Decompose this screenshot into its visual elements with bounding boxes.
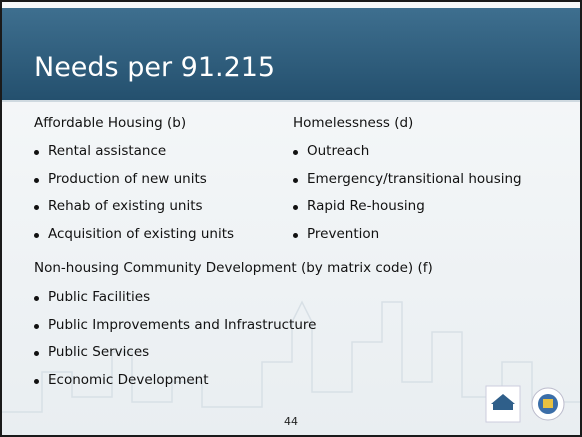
list-item-text: Public Services bbox=[48, 344, 149, 360]
section-heading-text: Non-housing Community Development (by ma… bbox=[34, 260, 433, 276]
list-item-text: Public Facilities bbox=[48, 289, 150, 305]
list-item-text: Production of new units bbox=[48, 171, 207, 187]
bullet bbox=[293, 150, 298, 155]
column-heading: Affordable Housing (b) bbox=[34, 115, 186, 131]
list-item: Acquisition of existing units bbox=[34, 226, 234, 242]
list-item-text: Prevention bbox=[307, 226, 379, 242]
bullet bbox=[34, 233, 39, 238]
slide: Needs per 91.215 Affordable Housing (b) R… bbox=[0, 0, 582, 437]
list-item-text: Rehab of existing units bbox=[48, 198, 203, 214]
list-item: Emergency/transitional housing bbox=[293, 171, 522, 187]
column-heading-text: Affordable Housing (b) bbox=[34, 115, 186, 131]
page-number: 44 bbox=[284, 415, 298, 428]
list-item: Rapid Re-housing bbox=[293, 198, 425, 214]
list-item: Economic Development bbox=[34, 372, 209, 388]
list-item-text: Rapid Re-housing bbox=[307, 198, 425, 214]
bullet bbox=[293, 233, 298, 238]
slide-title: Needs per 91.215 bbox=[34, 52, 275, 83]
title-bar: Needs per 91.215 bbox=[2, 8, 580, 102]
list-item: Rehab of existing units bbox=[34, 198, 203, 214]
bullet bbox=[34, 324, 39, 329]
bullet bbox=[34, 351, 39, 356]
list-item-text: Economic Development bbox=[48, 372, 209, 388]
bullet bbox=[34, 379, 39, 384]
column-heading: Homelessness (d) bbox=[293, 115, 413, 131]
list-item: Outreach bbox=[293, 143, 369, 159]
list-item: Production of new units bbox=[34, 171, 207, 187]
list-item-text: Acquisition of existing units bbox=[48, 226, 234, 242]
list-item-text: Outreach bbox=[307, 143, 369, 159]
list-item: Public Facilities bbox=[34, 289, 150, 305]
list-item: Public Improvements and Infrastructure bbox=[34, 317, 316, 333]
bullet bbox=[34, 296, 39, 301]
bullet bbox=[34, 178, 39, 183]
column-heading-text: Homelessness (d) bbox=[293, 115, 413, 131]
list-item: Prevention bbox=[293, 226, 379, 242]
section-heading: Non-housing Community Development (by ma… bbox=[34, 260, 433, 276]
bullet bbox=[34, 150, 39, 155]
bullet bbox=[34, 205, 39, 210]
list-item-text: Public Improvements and Infrastructure bbox=[48, 317, 316, 333]
list-item-text: Emergency/transitional housing bbox=[307, 171, 522, 187]
bullet bbox=[293, 178, 298, 183]
list-item: Public Services bbox=[34, 344, 149, 360]
bullet bbox=[293, 205, 298, 210]
list-item-text: Rental assistance bbox=[48, 143, 166, 159]
list-item: Rental assistance bbox=[34, 143, 166, 159]
